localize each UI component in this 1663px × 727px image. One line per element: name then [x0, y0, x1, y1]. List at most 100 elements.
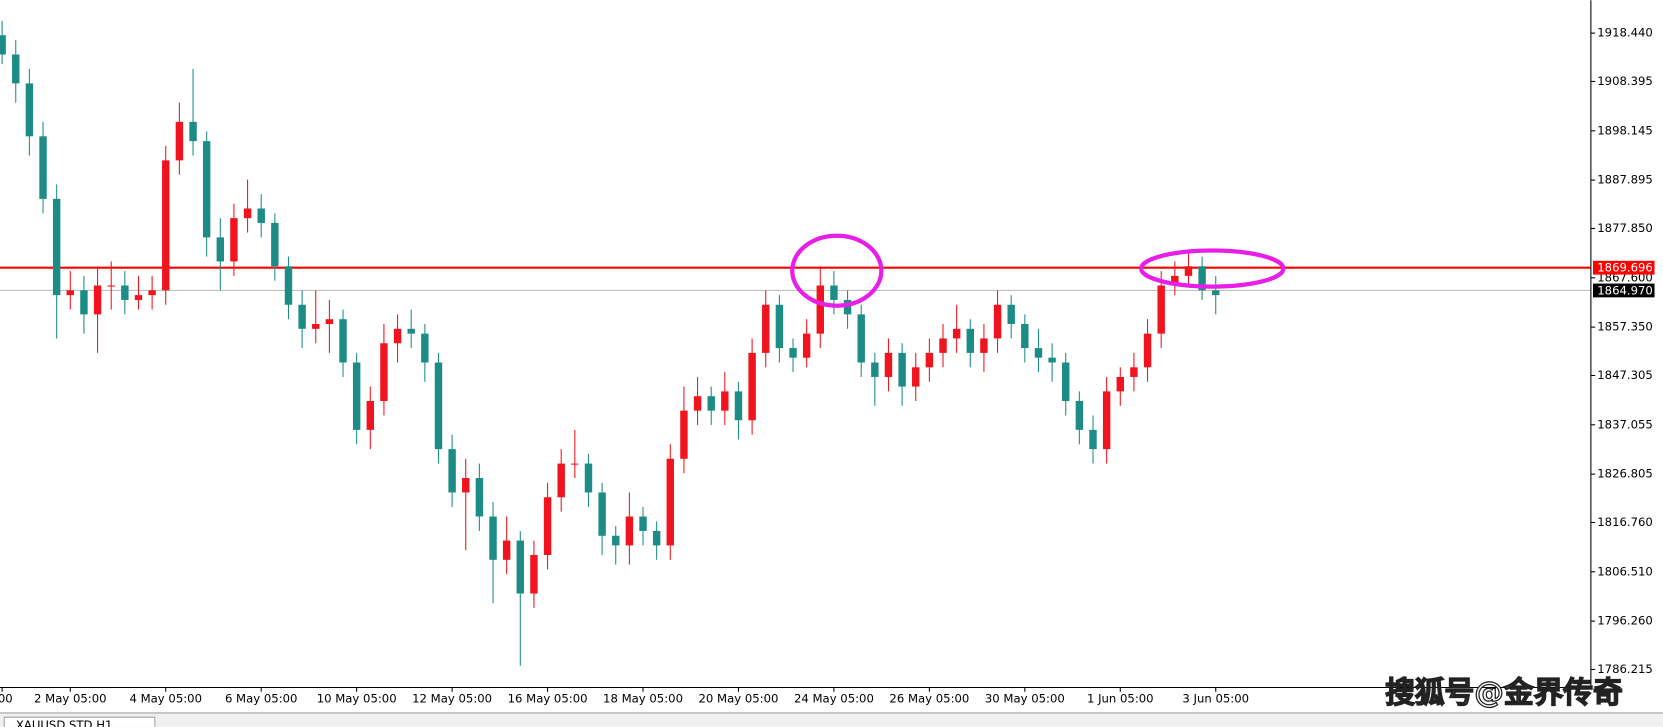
x-tick-label: 00: [0, 692, 13, 706]
level-labels-layer: 1864.970 1869.696: [1593, 260, 1655, 298]
level-label-box: [1593, 283, 1655, 298]
candle-body: [12, 54, 20, 84]
candle-body: [652, 530, 661, 546]
tab-bar: [0, 712, 1663, 727]
candle-body: [393, 328, 402, 344]
y-tick-label: 1847.305: [1597, 368, 1653, 382]
candle-body: [243, 208, 252, 219]
candle-body: [1062, 362, 1070, 402]
candle-body: [707, 396, 715, 411]
candle-body: [898, 352, 906, 387]
candle-body: [448, 449, 456, 493]
candle-body: [871, 362, 879, 377]
level-label: 1864.970: [1597, 283, 1653, 297]
y-tick-label: 1796.260: [1597, 614, 1653, 628]
candle-body: [775, 304, 784, 349]
candle-body: [734, 391, 743, 421]
axis-layer: 1918.440 1908.395 1898.145 1887.895 1877.850…: [0, 26, 1653, 706]
candle-body: [680, 410, 688, 459]
candle-body: [189, 121, 197, 142]
candle-body: [693, 396, 702, 411]
candle-body: [925, 352, 934, 368]
candle-body: [748, 352, 756, 421]
candle-body: [339, 319, 347, 363]
candle-body: [380, 343, 388, 402]
candle-body: [175, 121, 184, 161]
x-tick-label: 3 Jun 05:00: [1182, 692, 1249, 706]
candle-body: [134, 295, 143, 300]
candle-body: [543, 497, 552, 556]
candle-body: [802, 333, 811, 358]
tab-label[interactable]: XAUUSD.STD,H1: [16, 718, 112, 727]
y-tick-label: 1837.055: [1597, 417, 1653, 431]
candle-body: [912, 367, 920, 387]
candle-body: [666, 458, 675, 546]
x-tick-label: 10 May 05:00: [317, 692, 397, 706]
candle-body: [980, 338, 988, 353]
x-tick-label: 12 May 05:00: [412, 692, 492, 706]
watermark: 搜狐号@金界传奇: [1385, 675, 1623, 710]
candle-body: [502, 540, 511, 560]
candle-body: [1034, 348, 1043, 358]
candle-body: [598, 492, 606, 536]
candle-body: [325, 319, 334, 325]
candle-body: [830, 285, 838, 300]
candle-body: [789, 348, 797, 358]
candle-body: [557, 463, 565, 498]
candle-body: [107, 285, 115, 287]
candle-body: [489, 516, 497, 560]
highlight-ellipse: [1139, 248, 1286, 289]
candle-body: [284, 266, 293, 305]
candle-body: [66, 290, 75, 296]
candle-body: [1171, 275, 1179, 286]
x-tick-label: 1 Jun 05:00: [1087, 692, 1154, 706]
candle-body: [939, 338, 947, 353]
candle-body: [966, 328, 974, 353]
y-tick-label: 1877.850: [1597, 221, 1653, 235]
candle-body: [1102, 391, 1111, 450]
candle-body: [52, 198, 61, 296]
candle-body: [257, 208, 265, 223]
x-tick-label: 16 May 05:00: [508, 692, 588, 706]
y-tick-label: 1786.215: [1597, 662, 1653, 676]
candle-body: [162, 160, 170, 291]
candle-body: [571, 463, 579, 465]
candle-body: [762, 304, 770, 353]
candle-body: [843, 299, 852, 315]
x-tick-label: 2 May 05:00: [34, 692, 107, 706]
x-tick-label: 6 May 05:00: [225, 692, 298, 706]
candle-body: [407, 328, 415, 334]
candle-body: [39, 136, 47, 199]
candle-body: [230, 218, 238, 262]
level-label-box: [1593, 260, 1655, 275]
y-tick-label: 1887.895: [1597, 173, 1653, 187]
x-tick-label: 20 May 05:00: [699, 692, 779, 706]
candle-body: [1157, 285, 1165, 334]
y-tick-label: 1918.440: [1597, 26, 1653, 40]
candle-body: [1184, 266, 1193, 276]
y-tick-label: 1908.395: [1597, 74, 1653, 88]
candle-body: [584, 463, 593, 493]
candle-body: [312, 324, 320, 329]
candle-body: [721, 391, 729, 411]
x-tick-label: 30 May 05:00: [985, 692, 1065, 706]
candle-body: [857, 314, 865, 363]
candle-body: [1048, 357, 1056, 363]
candle-body: [121, 285, 129, 300]
candle-body: [1198, 266, 1206, 291]
candle-body: [1089, 429, 1097, 450]
candle-body: [1021, 324, 1029, 349]
candle-body: [202, 141, 211, 238]
candle-body: [612, 535, 620, 546]
levels-layer: [0, 266, 1591, 291]
candle-body: [434, 362, 443, 450]
candle-body: [462, 478, 470, 493]
x-tick-label: 24 May 05:00: [794, 692, 874, 706]
tab[interactable]: [3, 716, 156, 727]
candle-body: [352, 362, 361, 430]
candle-body: [1143, 333, 1152, 368]
candle-body: [625, 516, 634, 546]
candle-body: [1212, 290, 1220, 296]
candle-body: [993, 304, 1002, 339]
